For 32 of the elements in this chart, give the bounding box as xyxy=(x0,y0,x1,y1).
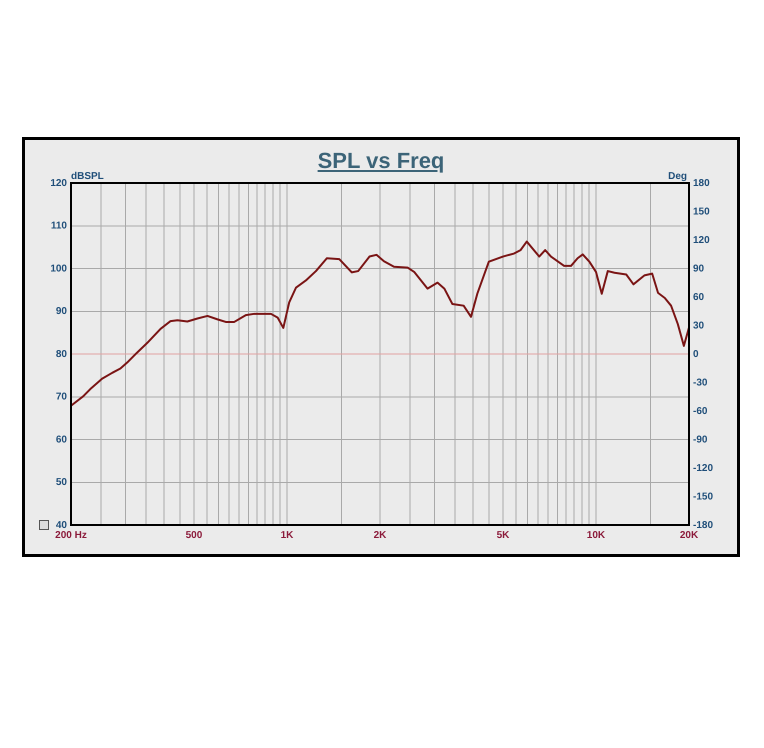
y2-tick-label: 150 xyxy=(693,206,710,218)
y-tick-label: 90 xyxy=(56,306,68,317)
y2-tick-label: -30 xyxy=(693,377,708,388)
x-tick-label: 1K xyxy=(280,530,294,541)
y2-tick-label: 30 xyxy=(693,320,705,332)
y2-tick-label: -60 xyxy=(693,406,708,417)
y-tick-label: 100 xyxy=(50,263,68,274)
y-tick-label: 50 xyxy=(56,477,68,488)
x-tick-label: 200 Hz xyxy=(55,530,87,541)
x-tick-label: 500 xyxy=(186,530,203,541)
y2-tick-label: 120 xyxy=(693,234,710,246)
y2-tick-label: -120 xyxy=(693,462,714,474)
y2-tick-label: 60 xyxy=(693,292,705,303)
y-tick-label: 60 xyxy=(56,434,68,446)
y-axis-title: dBSPL xyxy=(71,171,104,182)
y-tick-label: 70 xyxy=(56,392,68,402)
y-tick-label: 110 xyxy=(50,220,68,232)
y2-tick-label: -90 xyxy=(693,434,708,446)
x-tick-label: 5K xyxy=(496,530,510,541)
x-tick-label: 2K xyxy=(374,530,388,541)
y2-tick-label: -180 xyxy=(693,520,714,531)
y2-tick-label: 0 xyxy=(693,348,699,360)
y-tick-label: 80 xyxy=(56,348,68,360)
y2-axis-title: Deg xyxy=(668,171,687,182)
x-tick-label: 10K xyxy=(586,530,606,541)
y2-tick-label: 180 xyxy=(693,178,710,189)
y-tick-label: 40 xyxy=(56,520,68,531)
chart-title: SPL vs Freq xyxy=(318,148,444,173)
y-tick-label: 120 xyxy=(50,178,68,189)
y2-tick-label: 90 xyxy=(693,263,705,274)
x-tick-label: 20K xyxy=(680,530,699,541)
y2-tick-label: -150 xyxy=(693,491,714,502)
